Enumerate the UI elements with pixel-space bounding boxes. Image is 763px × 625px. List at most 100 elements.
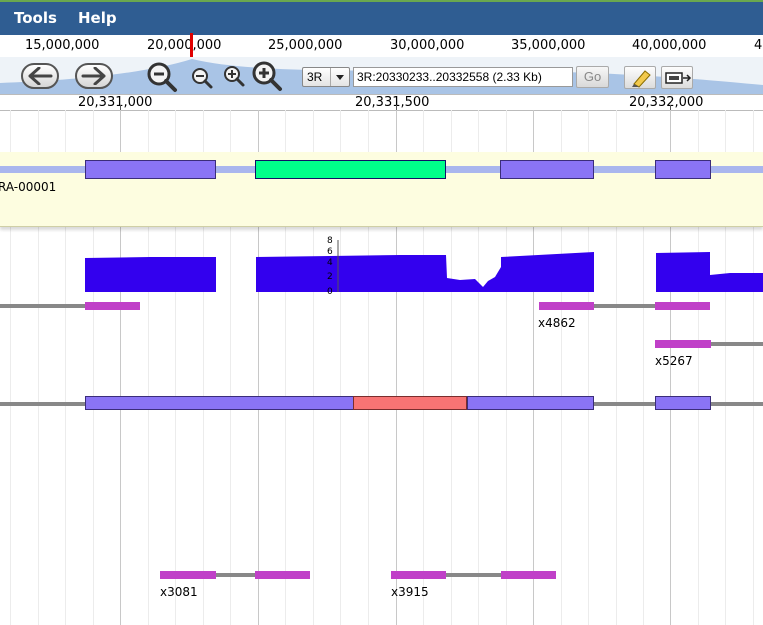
menu-bar: Tools Help — [0, 0, 763, 35]
ruler-tick — [670, 105, 671, 111]
highlighter-pen-icon — [632, 70, 651, 88]
navigation-bar: 3R 3R:20330233..20332558 (2.33 Kb) Go — [0, 57, 763, 94]
grid-line — [588, 110, 589, 625]
grid-line-major — [120, 110, 121, 625]
grid-line — [478, 110, 479, 625]
scale-label-4: 4 — [327, 258, 333, 268]
grid-line — [10, 110, 11, 625]
grid-line — [753, 110, 754, 625]
ruler-tick — [396, 105, 397, 111]
overview-label: 45 — [754, 38, 763, 53]
grid-line — [93, 110, 94, 625]
grid-line — [725, 110, 726, 625]
grid-line — [698, 110, 699, 625]
feature-segment[interactable] — [655, 302, 710, 310]
feature-label[interactable]: x4862 — [538, 316, 576, 330]
exon-feature[interactable] — [467, 396, 594, 410]
pan-left-button[interactable] — [21, 63, 59, 89]
grid-line — [643, 110, 644, 625]
arrow-left-icon — [28, 67, 53, 85]
overview-label: 20,000,000 — [147, 38, 222, 53]
feature-segment[interactable] — [160, 571, 216, 579]
overview-label: 40,000,000 — [632, 38, 707, 53]
transcript-label: RA-00001 — [0, 180, 57, 194]
grid-line — [148, 110, 149, 625]
coverage-track[interactable]: 8 6 4 2 0 — [0, 235, 763, 295]
grid-line-major — [396, 110, 397, 625]
grid-line-major — [258, 110, 259, 625]
ruler-tick — [120, 105, 121, 111]
overview-label: 15,000,000 — [25, 38, 100, 53]
scale-label-6: 6 — [327, 247, 333, 257]
grid-line-major — [533, 110, 534, 625]
exon-feature[interactable] — [655, 160, 711, 179]
go-button[interactable]: Go — [576, 66, 609, 88]
overview-label: 30,000,000 — [390, 38, 465, 53]
exon-feature-selected[interactable] — [255, 160, 446, 179]
grid-line — [340, 110, 341, 625]
grid-line — [38, 110, 39, 625]
zoom-out-large-icon[interactable] — [145, 61, 179, 93]
arrow-right-icon — [81, 67, 106, 85]
grid-line — [616, 110, 617, 625]
screenshot-button[interactable] — [661, 66, 693, 89]
track-area[interactable]: RA-00001 8 6 4 2 0 x4862 x5267 x3081 x39… — [0, 110, 763, 625]
scale-label-0: 0 — [327, 287, 333, 295]
feature-connector — [446, 573, 501, 577]
grid-line — [285, 110, 286, 625]
feature-segment[interactable] — [85, 302, 140, 310]
chevron-down-icon — [330, 68, 349, 86]
overview-position-marker[interactable] — [190, 33, 193, 57]
selected-gene-panel[interactable]: RA-00001 — [0, 152, 763, 227]
grid-line — [65, 110, 66, 625]
feature-segment[interactable] — [655, 340, 711, 348]
menu-help[interactable]: Help — [78, 9, 117, 27]
chromosome-value: 3R — [307, 70, 323, 84]
feature-label[interactable]: x3915 — [391, 585, 429, 599]
exon-feature[interactable] — [500, 160, 594, 179]
feature-segment[interactable] — [539, 302, 594, 310]
overview-label: 35,000,000 — [511, 38, 586, 53]
exon-feature[interactable] — [85, 396, 354, 410]
menu-tools[interactable]: Tools — [14, 9, 57, 27]
feature-connector — [594, 304, 655, 308]
grid-line — [423, 110, 424, 625]
feature-connector — [0, 304, 85, 308]
feature-segment[interactable] — [255, 571, 310, 579]
pan-right-button[interactable] — [75, 63, 113, 89]
grid-line — [368, 110, 369, 625]
grid-line — [230, 110, 231, 625]
grid-line — [506, 110, 507, 625]
location-input[interactable]: 3R:20330233..20332558 (2.33 Kb) — [353, 67, 573, 87]
overview-label: 25,000,000 — [268, 38, 343, 53]
feature-label[interactable]: x5267 — [655, 354, 693, 368]
overview-scale[interactable]: 15,000,000 20,000,000 25,000,000 30,000,… — [0, 35, 763, 58]
grid-line — [561, 110, 562, 625]
scale-label-8: 8 — [327, 236, 333, 246]
zoom-out-small-icon[interactable] — [190, 67, 214, 91]
exon-feature[interactable] — [85, 160, 216, 179]
zoom-in-small-icon[interactable] — [222, 65, 246, 89]
feature-connector — [216, 573, 255, 577]
coverage-area — [85, 252, 763, 292]
feature-segment[interactable] — [501, 571, 556, 579]
zoom-in-large-icon[interactable] — [250, 60, 284, 92]
feature-label[interactable]: x3081 — [160, 585, 198, 599]
grid-line — [313, 110, 314, 625]
feature-segment[interactable] — [391, 571, 446, 579]
grid-line-major — [670, 110, 671, 625]
grid-line — [175, 110, 176, 625]
ruler-label: 20,331,500 — [355, 95, 430, 110]
exon-feature[interactable] — [655, 396, 711, 410]
ruler-label: 20,332,000 — [629, 95, 704, 110]
exon-feature-highlighted[interactable] — [353, 396, 467, 410]
coordinate-ruler[interactable]: 20,331,000 20,331,500 20,332,000 — [0, 94, 763, 111]
highlight-button[interactable] — [624, 66, 656, 89]
chromosome-select[interactable]: 3R — [302, 67, 350, 87]
grid-line — [203, 110, 204, 625]
grid-line — [451, 110, 452, 625]
ruler-label: 20,331,000 — [78, 95, 153, 110]
feature-connector — [711, 342, 763, 346]
scale-label-2: 2 — [327, 272, 333, 282]
camera-export-icon — [665, 72, 692, 84]
